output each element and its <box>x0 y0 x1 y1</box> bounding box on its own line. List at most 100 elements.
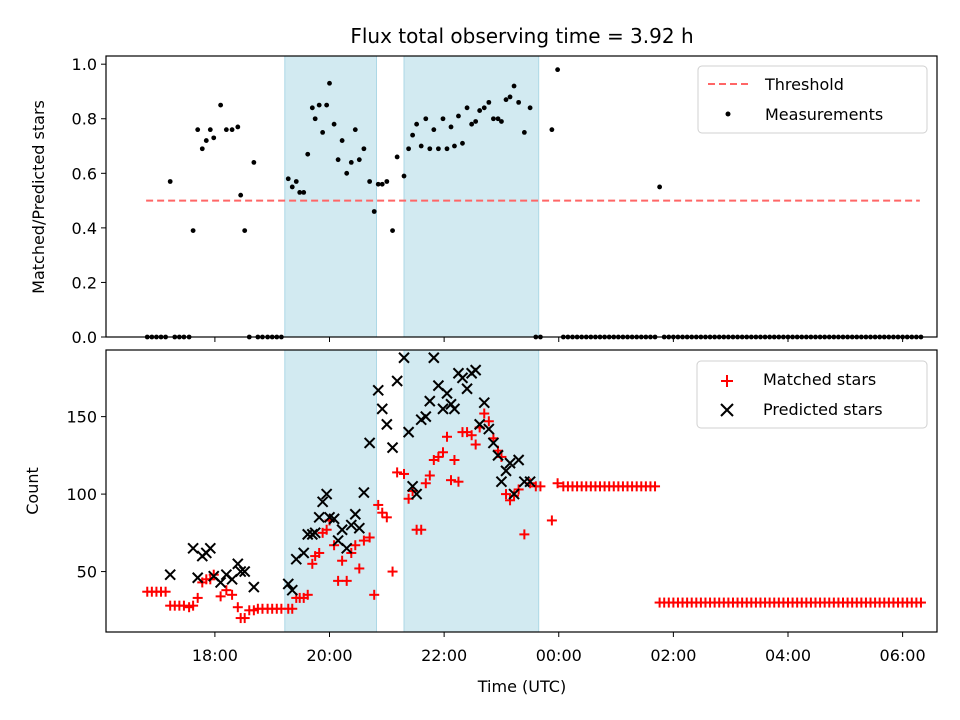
measurement-point <box>203 138 209 143</box>
measurement-point <box>348 159 354 165</box>
matched-star-point <box>509 490 520 501</box>
measurement-point <box>414 121 420 127</box>
measurement-point <box>516 99 522 105</box>
bottom-x-tick-label: 02:00 <box>650 646 696 665</box>
predicted-star-point <box>328 513 340 525</box>
predicted-star-point <box>406 480 419 493</box>
predicted-star-point <box>164 568 176 581</box>
matched-star-point <box>381 512 392 523</box>
matched-star-point <box>446 475 457 486</box>
matched-star-point <box>287 603 298 614</box>
top-panel: 0.0 0.2 0.4 0.6 0.8 1.0 Matched/Predicted sta… <box>29 55 938 347</box>
measurement-point <box>285 176 291 182</box>
measurement-point <box>344 170 350 176</box>
matched-star-point <box>479 408 490 419</box>
predicted-star-point <box>187 542 199 555</box>
bottom-panel: 50 100 150 18:00 20:00 22:00 00:00 02:00 04:00 0… <box>23 349 938 696</box>
matched-star-point <box>399 468 410 479</box>
predicted-star-point <box>500 465 512 477</box>
matched-star-point <box>358 535 369 546</box>
predicted-stars-points <box>164 352 536 596</box>
top-y-tick-label: 0.6 <box>72 164 97 183</box>
predicted-star-point <box>381 418 393 431</box>
measurement-point <box>379 181 385 187</box>
top-y-tick-label: 0.0 <box>72 328 97 347</box>
matched-star-point <box>192 592 203 603</box>
measurement-point <box>238 192 244 198</box>
measurement-point <box>511 83 517 89</box>
measurement-point <box>436 146 441 152</box>
predicted-star-point <box>372 384 384 396</box>
legend-threshold-label: Threshold <box>764 75 844 94</box>
predicted-star-point <box>336 524 348 536</box>
predicted-star-point <box>313 511 325 524</box>
matched-star-point <box>208 569 219 580</box>
measurement-point <box>367 179 373 184</box>
bottom-y-tick-label: 150 <box>66 408 97 427</box>
predicted-star-point <box>512 454 525 466</box>
predicted-star-point <box>286 584 298 596</box>
matched-star-point <box>215 591 226 602</box>
measurement-point <box>410 132 416 138</box>
top-y-ticks: 0.0 0.2 0.4 0.6 0.8 1.0 <box>72 55 106 347</box>
top-y-axis-label: Matched/Predicted stars <box>29 100 48 294</box>
matched-star-point <box>483 416 494 427</box>
bottom-x-tick-label: 06:00 <box>880 646 926 665</box>
predicted-star-point <box>398 352 410 364</box>
measurement-point <box>190 228 196 234</box>
measurement-point <box>555 67 561 73</box>
predicted-star-point <box>298 547 310 559</box>
legend-matched-label: Matched stars <box>763 370 876 389</box>
matched-star-point <box>420 478 431 489</box>
measurement-point <box>521 129 527 135</box>
legend-measurements-label: Measurements <box>765 105 883 124</box>
measurement-point <box>356 157 362 163</box>
top-chart-title: Flux total observing time = 3.92 h <box>350 24 693 48</box>
measurement-point <box>503 97 509 103</box>
measurement-point <box>491 116 496 122</box>
matched-star-point <box>387 566 398 577</box>
matched-star-point <box>519 529 530 540</box>
bottom-y-axis-label: Count <box>23 467 42 515</box>
measurement-point <box>473 119 479 124</box>
measurement-point <box>242 228 248 234</box>
measurement-point <box>390 228 395 234</box>
predicted-star-point <box>478 396 490 409</box>
measurement-point <box>427 146 433 152</box>
measurement-point <box>481 105 487 111</box>
measurement-point <box>464 105 470 111</box>
legend-predicted-swatch <box>720 403 734 417</box>
predicted-star-point <box>345 519 357 531</box>
top-y-tick-label: 0.4 <box>72 219 97 238</box>
measurement-point <box>251 159 257 165</box>
bottom-y-tick-label: 50 <box>77 563 97 582</box>
matched-star-point <box>369 589 380 600</box>
measurement-point <box>293 179 299 184</box>
matched-star-point <box>227 589 238 600</box>
predicted-star-point <box>428 352 440 364</box>
bottom-legend: Matched stars Predicted stars <box>696 360 928 429</box>
measurement-point <box>486 99 492 105</box>
measurement-point <box>507 94 513 100</box>
bottom-axes-frame <box>105 349 938 633</box>
measurement-point <box>316 102 322 108</box>
measurement-point <box>207 127 213 133</box>
matched-star-point <box>188 600 199 611</box>
measurement-point <box>229 127 235 133</box>
top-y-tick-label: 1.0 <box>72 55 97 74</box>
measurement-point <box>312 116 318 122</box>
predicted-star-point <box>441 387 453 400</box>
matched-star-point <box>453 476 464 487</box>
predicted-star-point <box>487 437 500 449</box>
matched-star-point <box>424 470 435 481</box>
matched-star-point <box>239 613 250 624</box>
predicted-star-point <box>410 488 423 500</box>
predicted-star-point <box>456 372 469 384</box>
measurement-point <box>431 127 437 133</box>
measurement-point <box>423 116 429 122</box>
predicted-star-point <box>248 581 260 593</box>
measurement-point <box>375 181 381 187</box>
measurement-point <box>549 127 555 133</box>
matched-star-point <box>437 447 448 458</box>
bottom-x-tick-label: 04:00 <box>765 646 811 665</box>
